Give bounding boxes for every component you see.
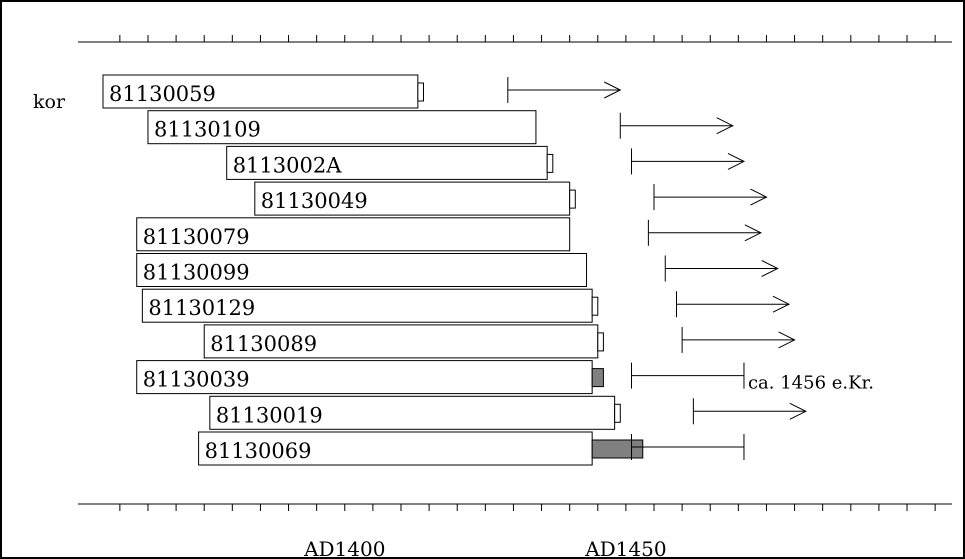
row-group-label: kor	[33, 91, 66, 113]
sapwood-segment	[592, 297, 598, 315]
sample-row: 81130129	[142, 289, 789, 322]
sample-row: 81130109	[148, 111, 733, 144]
sample-row: 8113002A	[227, 146, 744, 179]
sample-row: 81130049	[255, 182, 767, 215]
sample-label: 81130129	[148, 296, 255, 320]
sample-row: 81130099	[137, 254, 778, 287]
sapwood-segment	[547, 154, 553, 172]
sample-label: 81130079	[143, 225, 250, 249]
sapwood-segment	[598, 333, 604, 351]
felling-annotation: ca. 1456 e.Kr.	[748, 373, 874, 394]
sample-label: 81130089	[210, 332, 317, 356]
x-tick-label: AD1400	[303, 537, 385, 559]
sample-label: 81130049	[261, 189, 368, 213]
sapwood-segment	[615, 404, 621, 422]
sample-row: 81130079	[137, 218, 761, 251]
sapwood-segment	[592, 369, 603, 387]
sample-row: 81130059	[103, 75, 620, 108]
sample-label: 8113002A	[233, 153, 343, 177]
sample-row: 81130019	[210, 396, 806, 429]
x-tick-labels: AD1400 AD1450	[303, 537, 667, 559]
sapwood-segment	[418, 83, 424, 101]
sample-label: 81130109	[154, 118, 261, 142]
sample-row: 81130039 ca. 1456 e.Kr.	[137, 361, 874, 394]
sample-label: 81130019	[216, 403, 323, 427]
sample-label: 81130099	[143, 261, 250, 285]
sapwood-segment	[570, 190, 576, 208]
sample-row: 81130069	[199, 432, 744, 465]
top-axis	[78, 35, 952, 42]
sample-row: 81130089	[204, 325, 794, 358]
x-tick-label: AD1450	[584, 537, 666, 559]
bottom-axis	[78, 504, 952, 511]
sample-rows: 81130059 81130109 8113002A 81130049 81130079…	[103, 75, 874, 465]
sapwood-segment	[592, 440, 643, 458]
sample-label: 81130059	[109, 82, 216, 106]
sample-label: 81130069	[205, 439, 312, 463]
sample-label: 81130039	[143, 368, 250, 392]
